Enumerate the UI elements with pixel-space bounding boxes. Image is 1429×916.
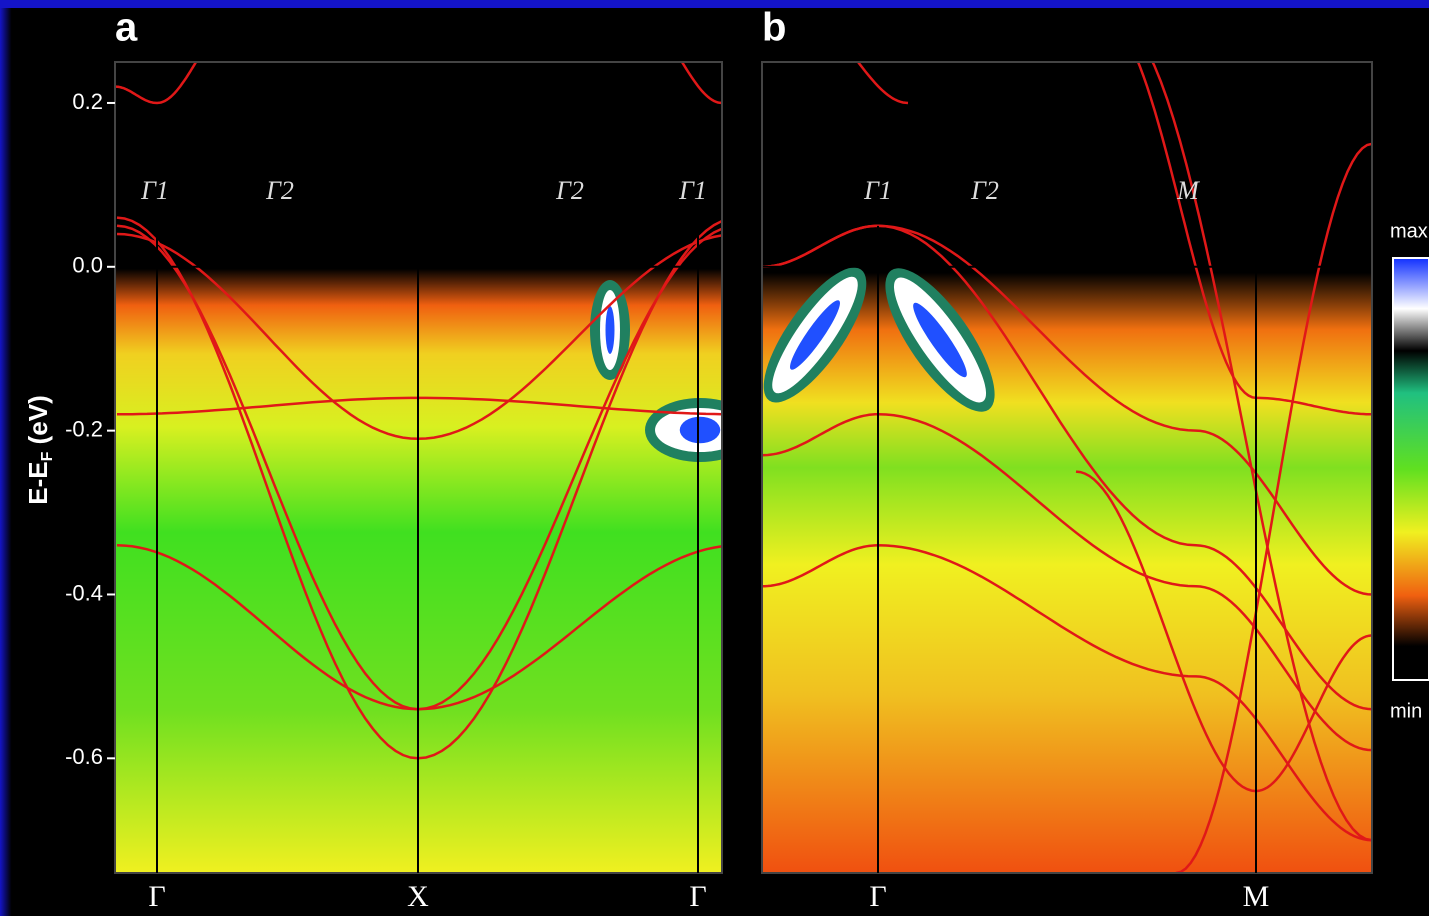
band-annotation: Γ1	[140, 176, 169, 205]
colorbar	[1392, 257, 1429, 681]
x-tick-label: Γ	[689, 880, 706, 913]
x-tick-label: Γ	[148, 880, 165, 913]
panel-letter: b	[762, 6, 786, 50]
y-tick-label: 0.0	[72, 253, 103, 278]
y-tick-label: -0.4	[65, 580, 103, 605]
band-line	[680, 62, 722, 105]
band-annotation: Γ1	[863, 176, 892, 205]
band-line	[115, 62, 198, 105]
colorbar-max: max	[1390, 220, 1428, 242]
y-label-main: E-E	[23, 461, 53, 504]
intensity-peak	[790, 300, 840, 370]
intensity-peak	[679, 416, 721, 444]
band-line	[762, 224, 1372, 596]
y-tick-label: -0.2	[65, 416, 103, 441]
band-annotation: M	[1176, 176, 1200, 205]
y-axis-label: E-EF (eV)	[23, 395, 56, 504]
y-tick-label: -0.6	[65, 744, 103, 769]
band-annotation: Γ1	[678, 176, 707, 205]
panel	[115, 62, 722, 873]
band-line	[762, 413, 1372, 752]
y-label-sub: F	[39, 451, 56, 461]
band-line	[856, 62, 909, 105]
x-tick-label: X	[407, 880, 429, 913]
y-tick-label: 0.2	[72, 89, 103, 114]
band-annotation: Γ2	[970, 176, 999, 205]
panel-letter: a	[115, 6, 138, 50]
band-line	[762, 544, 1372, 842]
frame	[0, 0, 1429, 8]
panel	[762, 62, 1372, 873]
y-label-unit: (eV)	[23, 395, 53, 451]
colorbar-min: min	[1390, 700, 1422, 722]
x-tick-label: Γ	[869, 880, 886, 913]
band-annotation: Γ2	[265, 176, 294, 205]
intensity-peak	[913, 302, 967, 378]
intensity-peak	[605, 306, 615, 354]
x-tick-label: M	[1243, 880, 1270, 913]
band-annotation: Γ2	[555, 176, 584, 205]
band-line	[1151, 62, 1372, 842]
plot-frame	[761, 61, 1373, 874]
band-line	[1175, 142, 1372, 873]
